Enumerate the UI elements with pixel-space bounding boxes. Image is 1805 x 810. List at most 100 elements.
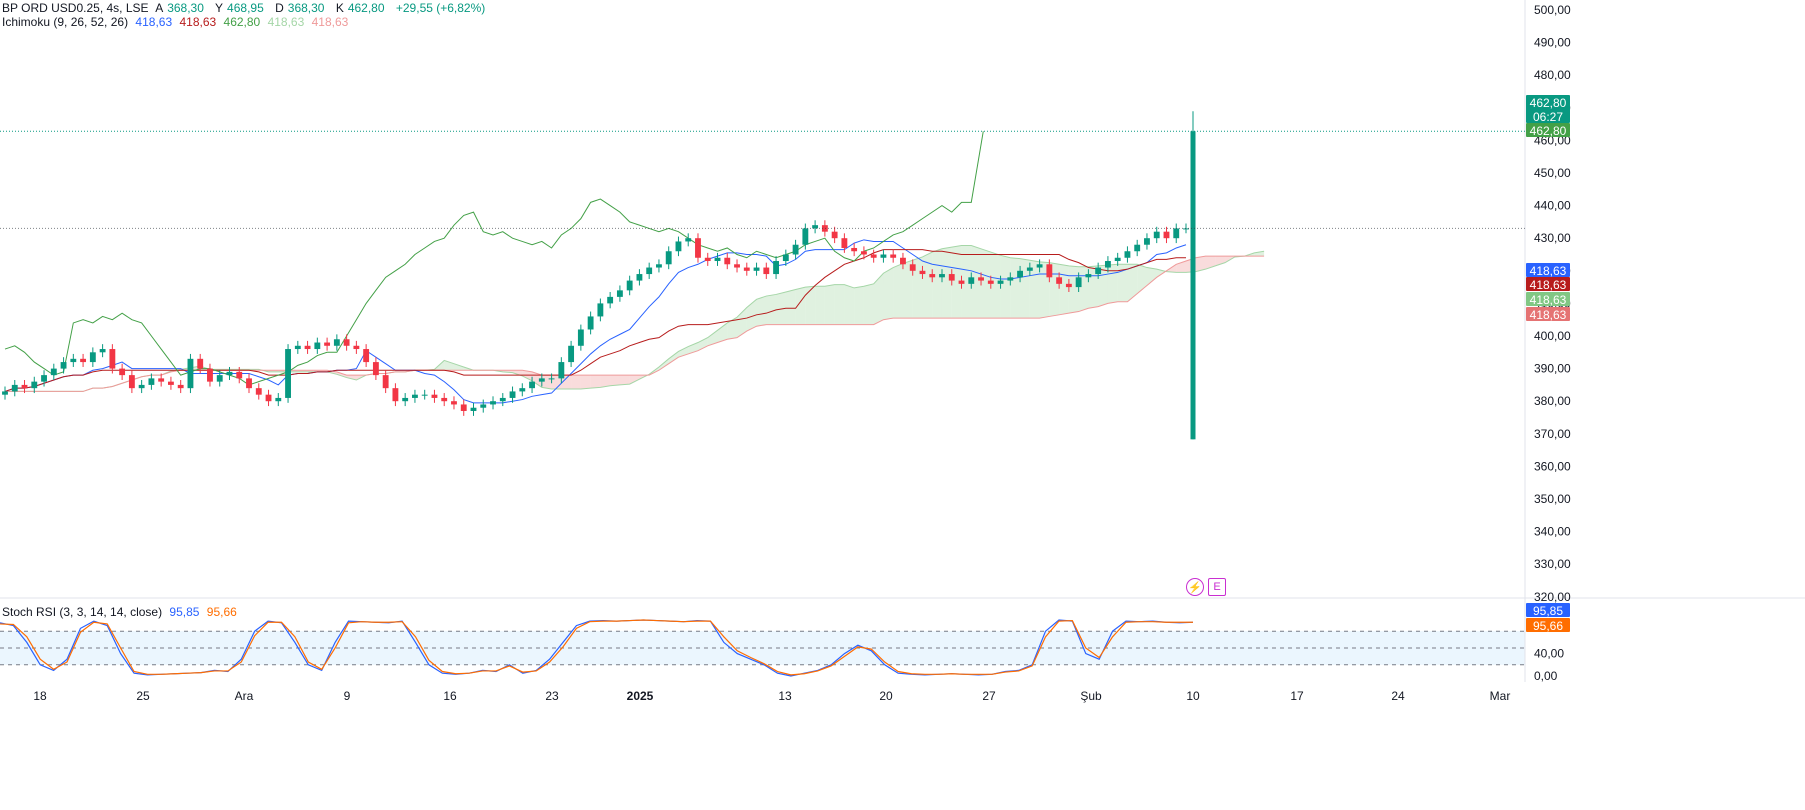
- candle-body: [167, 381, 174, 385]
- candle-body: [724, 257, 731, 265]
- time-tick-label: 24: [1391, 689, 1405, 703]
- candle-body: [1046, 264, 1053, 278]
- ichimoku-tenkan-line: [4, 239, 1187, 404]
- candle-body: [704, 257, 711, 262]
- ichimoku-legend[interactable]: Ichimoku (9, 26, 52, 26) 418,63 418,63 4…: [2, 14, 352, 30]
- candle-body: [919, 270, 926, 275]
- tenkan-badge-bg: [1526, 263, 1570, 277]
- ichimoku-cloud-segment: [844, 284, 855, 325]
- price-tick-label: 350,00: [1534, 492, 1571, 506]
- ichimoku-cloud-segment: [1010, 257, 1021, 319]
- candle-body: [656, 264, 662, 268]
- ichimoku-cloud-segment: [941, 247, 952, 319]
- ichimoku-cloud-segment: [1068, 265, 1079, 314]
- kijun-badge-text: 418,63: [1530, 278, 1567, 292]
- ichimoku-cloud-segment: [922, 252, 933, 319]
- candle-body: [900, 257, 906, 265]
- candle-body: [431, 394, 438, 398]
- ichimoku-cloud-segment: [1107, 264, 1118, 304]
- candle-body: [11, 384, 18, 392]
- candle-body: [1124, 251, 1131, 258]
- ichimoku-span-b-value: 418,63: [311, 15, 349, 29]
- last-candle-body: [1190, 131, 1196, 440]
- ichimoku-cloud-segment: [824, 284, 835, 325]
- price-tick-label: 500,00: [1534, 3, 1571, 17]
- ichimoku-chikou-line: [4, 131, 984, 386]
- candle-body: [1144, 238, 1150, 245]
- candle-body: [412, 394, 418, 398]
- lightning-icon[interactable]: ⚡: [1186, 578, 1204, 596]
- price-tick-label: 390,00: [1534, 362, 1571, 376]
- candle-body: [958, 280, 965, 284]
- candle-body: [743, 267, 750, 271]
- ichimoku-cloud-segment: [883, 267, 894, 320]
- candle-body: [509, 391, 516, 398]
- ichimoku-cloud-segment: [541, 375, 552, 389]
- candle-body: [587, 316, 594, 330]
- candle-body: [382, 375, 389, 389]
- ichimoku-cloud-segment: [571, 375, 581, 389]
- stoch-tick-label: 0,00: [1534, 669, 1558, 683]
- ichimoku-cloud-segment: [580, 375, 591, 389]
- price-tick-label: 320,00: [1534, 590, 1571, 604]
- candle-body: [1134, 244, 1141, 252]
- candle-body: [421, 394, 428, 396]
- ichimoku-cloud-segment: [668, 351, 679, 364]
- ichimoku-cloud-segment: [1215, 256, 1226, 266]
- price-tick-label: 370,00: [1534, 427, 1571, 441]
- ichimoku-cloud-segment: [932, 248, 942, 319]
- price-tick-label: 340,00: [1534, 525, 1571, 539]
- candle-body: [451, 401, 457, 405]
- candle-body: [734, 264, 740, 268]
- ichimoku-cloud-segment: [1127, 264, 1138, 302]
- ichimoku-cloud-segment: [746, 299, 757, 332]
- ichimoku-cloud-segment: [1020, 258, 1030, 319]
- change-value: +29,55 (+6,82%): [395, 1, 486, 15]
- candle-body: [997, 280, 1004, 284]
- ichimoku-cloud-segment: [834, 284, 845, 325]
- candle-body: [1085, 274, 1092, 278]
- earnings-e-icon[interactable]: E: [1208, 578, 1226, 596]
- span-b-badge-text: 418,63: [1530, 308, 1567, 322]
- candle-body: [1075, 277, 1082, 288]
- time-tick-label: Şub: [1080, 689, 1102, 703]
- candle-body: [470, 407, 477, 411]
- chikou-badge-text: 462,80: [1530, 124, 1567, 138]
- candle-body: [128, 375, 135, 389]
- ichimoku-cloud-segment: [873, 273, 884, 325]
- stoch-d-badge-text: 95,66: [1533, 619, 1563, 633]
- candle-body: [480, 404, 487, 408]
- ichimoku-cloud-segment: [990, 252, 1001, 319]
- ichimoku-label: Ichimoku (9, 26, 52, 26): [2, 15, 129, 29]
- candle-body: [343, 339, 350, 346]
- candle-body: [636, 274, 643, 281]
- candle-body: [441, 397, 448, 402]
- time-tick-label: Mar: [1490, 689, 1511, 703]
- stoch-d-badge-bg: [1526, 618, 1570, 632]
- ohlc-close: K 462,80: [335, 1, 385, 15]
- candle-body: [860, 251, 867, 255]
- candle-body: [773, 261, 779, 275]
- price-tick-label: 380,00: [1534, 394, 1571, 408]
- ohlc-high: Y 468,95: [215, 1, 264, 15]
- candle-body: [987, 280, 994, 284]
- candle-body: [490, 401, 496, 405]
- candle-body: [802, 228, 809, 245]
- last-price-badge-bg: [1526, 95, 1570, 123]
- candle-body: [138, 384, 145, 389]
- candle-body: [685, 238, 692, 242]
- candle-body: [236, 371, 243, 379]
- candle-body: [216, 375, 223, 382]
- ichimoku-cloud-segment: [756, 296, 767, 327]
- candle-body: [1104, 261, 1111, 268]
- candle-body: [939, 274, 945, 278]
- span-a-badge: 418,63: [1526, 292, 1570, 307]
- time-tick-label: 17: [1290, 689, 1304, 703]
- stoch-legend[interactable]: Stoch RSI (3, 3, 14, 14, close) 95,85 95…: [2, 604, 241, 620]
- ichimoku-cloud-segment: [854, 286, 864, 325]
- candle-body: [304, 345, 311, 350]
- candle-body: [831, 231, 838, 239]
- ichimoku-cloud-segment: [532, 371, 542, 388]
- time-tick-label: 20: [879, 689, 893, 703]
